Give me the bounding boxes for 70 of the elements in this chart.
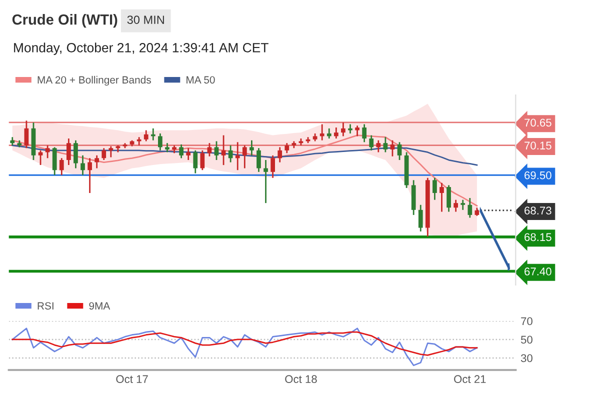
candlestick (193, 150, 198, 174)
y-tick-label: 70.15 (524, 142, 552, 150)
candlestick (355, 124, 360, 137)
candlestick (200, 150, 205, 171)
x-tick-label: Oct 18 (285, 375, 317, 384)
candlestick (418, 204, 423, 232)
candlestick (432, 177, 437, 201)
legend-label: MA 50 (186, 76, 215, 84)
candlestick (250, 140, 254, 156)
candlestick (165, 142, 170, 153)
candlestick (326, 128, 332, 140)
candlestick (341, 122, 346, 137)
candlestick (362, 124, 367, 143)
candlestick (88, 157, 92, 194)
candlestick (228, 144, 233, 163)
x-tick-label: Oct 17 (116, 375, 148, 384)
candlestick (390, 140, 395, 158)
candlestick (369, 134, 374, 152)
candlestick (242, 144, 247, 169)
candlestick (214, 140, 219, 161)
candlestick (207, 142, 212, 158)
candlestick (59, 157, 64, 176)
candlestick (94, 154, 100, 169)
candlestick (334, 126, 338, 140)
candlestick (376, 140, 381, 153)
legend-label: 9MA (89, 302, 110, 310)
legend-label: MA 20 + Bollinger Bands (38, 76, 151, 86)
candlestick (270, 154, 275, 179)
candlestick (38, 150, 43, 166)
candlestick (66, 138, 71, 166)
candlestick (179, 144, 184, 159)
y-tick-label: 50 (520, 336, 532, 344)
candlestick (221, 134, 226, 166)
x-tick-label: Oct 21 (454, 375, 486, 384)
line-series (12, 331, 478, 356)
candlestick (278, 146, 282, 163)
candlestick (454, 199, 458, 212)
y-tick-label: 67.40 (524, 268, 552, 276)
candlestick (186, 147, 191, 161)
candlestick (144, 130, 148, 142)
candlestick (397, 141, 402, 161)
candlestick (348, 124, 352, 134)
text: 30 MIN (127, 16, 164, 24)
chart-title: Crude Oil (WTI) (12, 14, 118, 28)
y-tick-label: 68.73 (524, 206, 552, 215)
candlestick (468, 197, 472, 218)
y-tick-label: 70.65 (524, 118, 552, 127)
candlestick (158, 132, 162, 152)
candlestick (52, 146, 57, 176)
candlestick (383, 136, 388, 153)
chart-subtitle: Monday, October 21, 2024 1:39:41 AM CET (14, 42, 268, 55)
candlestick (460, 199, 466, 211)
candlestick (102, 147, 106, 161)
candlestick (320, 124, 324, 142)
candlestick (235, 141, 240, 171)
legend-label: RSI (38, 302, 54, 310)
candlestick (256, 147, 261, 173)
candlestick (446, 184, 451, 212)
line-series (12, 328, 478, 366)
candlestick (108, 146, 114, 158)
y-tick-label: 68.15 (524, 233, 552, 242)
candlestick (264, 159, 268, 204)
y-tick-label: 70 (521, 317, 532, 326)
candlestick (80, 154, 85, 176)
candlestick (74, 140, 78, 169)
y-tick-label: 30 (520, 354, 532, 362)
candlestick (284, 142, 290, 154)
candlestick (24, 120, 29, 149)
y-tick-label: 69.50 (524, 171, 552, 180)
candlestick (440, 182, 444, 212)
